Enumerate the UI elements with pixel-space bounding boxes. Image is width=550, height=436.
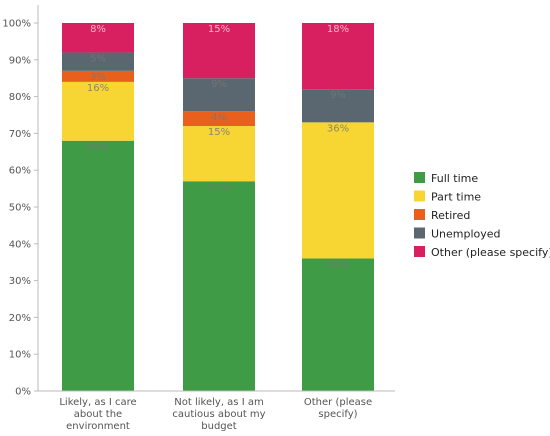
legend-label: Unemployed bbox=[431, 228, 501, 241]
data-label: 15% bbox=[208, 127, 230, 138]
data-label: 36% bbox=[327, 260, 349, 271]
legend-swatch bbox=[414, 227, 425, 239]
y-tick-label: 40% bbox=[9, 239, 31, 250]
legend-swatch bbox=[414, 172, 425, 183]
y-tick-label: 30% bbox=[9, 276, 31, 287]
x-tick-label: Other (please specify) bbox=[304, 397, 372, 420]
data-label: 15% bbox=[208, 24, 230, 35]
bar-segment bbox=[62, 140, 134, 391]
y-tick-label: 90% bbox=[9, 55, 31, 66]
data-label: 18% bbox=[327, 24, 349, 35]
legend-label: Other (please specify) bbox=[431, 246, 550, 259]
y-tick-label: 70% bbox=[9, 129, 31, 140]
bar-segment bbox=[302, 258, 374, 391]
y-tick-label: 20% bbox=[9, 313, 31, 324]
data-label: 57% bbox=[208, 182, 230, 193]
y-tick-label: 10% bbox=[9, 350, 31, 361]
data-label: 8% bbox=[90, 24, 106, 35]
x-tick-label: Likely, as I care about the environment bbox=[59, 397, 136, 432]
bar-segment bbox=[62, 81, 134, 141]
legend-swatch bbox=[414, 190, 425, 202]
data-label: 68% bbox=[87, 142, 109, 153]
data-label: 4% bbox=[211, 112, 227, 123]
x-axis: Likely, as I care about the environment Not… bbox=[38, 390, 395, 432]
y-tick-label: 50% bbox=[9, 203, 31, 214]
data-label: 3% bbox=[90, 72, 106, 83]
y-tick-label: 60% bbox=[9, 166, 31, 177]
data-label: 9% bbox=[330, 90, 346, 101]
bar-segment bbox=[62, 23, 134, 53]
bar-segment bbox=[302, 122, 374, 259]
data-label: 9% bbox=[211, 79, 227, 90]
data-label: 36% bbox=[327, 123, 349, 134]
legend-label: Full time bbox=[431, 172, 478, 185]
bars: 68% 16%3% 5% 8% 57% 15% 4% 9% 15% 36% 36% 9% 18% bbox=[62, 23, 374, 391]
bar-segment bbox=[62, 70, 134, 82]
y-axis: 0% 10% 20% 30% 40% 50% 60% 70% 80% 90% 100% bbox=[2, 5, 39, 398]
y-tick-label: 80% bbox=[9, 92, 31, 103]
legend-label: Part time bbox=[431, 191, 481, 204]
y-tick-label: 100% bbox=[2, 19, 31, 30]
legend-swatch bbox=[414, 209, 425, 220]
legend-swatch bbox=[414, 246, 425, 257]
bar-segment bbox=[302, 23, 374, 90]
x-tick-label: Not likely, as I am cautious about my budg… bbox=[172, 397, 265, 432]
bar-segment bbox=[183, 181, 255, 391]
data-label: 16% bbox=[87, 83, 109, 94]
bar-segment bbox=[183, 78, 255, 112]
legend: Full time Part time Retired Unemployed Other… bbox=[414, 172, 550, 259]
bar-segment bbox=[183, 23, 255, 79]
bar-segment bbox=[183, 126, 255, 182]
y-tick-label: 0% bbox=[15, 387, 31, 398]
bar-segment bbox=[302, 89, 374, 123]
bar-segment bbox=[183, 111, 255, 127]
bar-segment bbox=[62, 52, 134, 71]
legend-label: Retired bbox=[431, 209, 470, 222]
data-label: 5% bbox=[90, 53, 106, 64]
